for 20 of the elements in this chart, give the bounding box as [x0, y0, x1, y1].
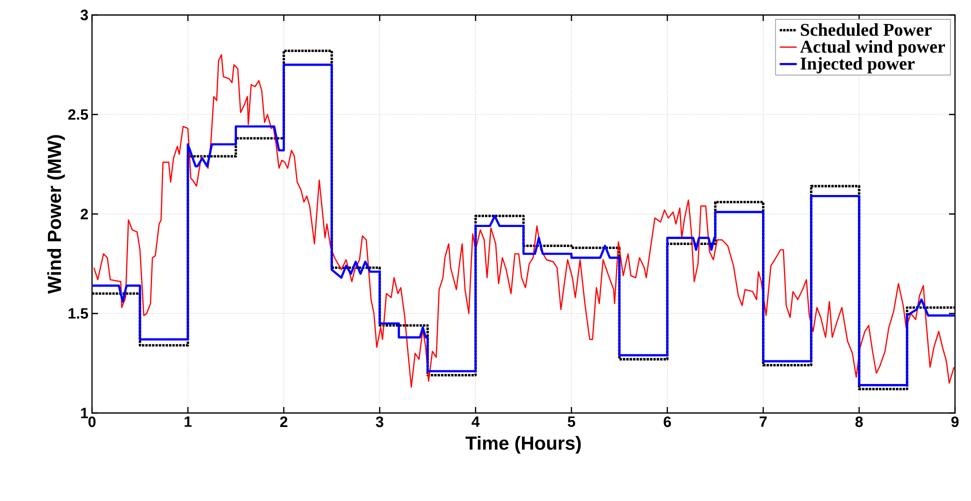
y-tick-label: 2 [80, 208, 88, 220]
legend-label: Scheduled Power [800, 23, 932, 36]
x-axis-title: Time (Hours) [466, 436, 581, 454]
y-tick-label: 1 [81, 408, 88, 418]
x-tick-label: 6 [664, 416, 671, 428]
x-tick-label: 0 [88, 416, 96, 428]
x-tick-label: 9 [951, 416, 959, 428]
y-tick-label: 1.5 [68, 308, 88, 319]
x-tick-label: 7 [760, 416, 767, 427]
x-tick-label: 2 [280, 416, 288, 427]
y-axis-title: Wind Power (MW) [47, 135, 65, 294]
x-tick-label: 8 [855, 416, 863, 428]
legend-label: Actual wind power [800, 40, 946, 56]
y-tick-label: 3 [80, 10, 88, 20]
x-tick-label: 4 [472, 416, 480, 427]
legend-label: Injected power [800, 57, 915, 74]
x-tick-label: 5 [568, 416, 576, 427]
y-tick-label: 2.5 [68, 109, 88, 120]
x-tick-label: 3 [376, 416, 384, 428]
x-tick-label: 1 [184, 416, 192, 427]
